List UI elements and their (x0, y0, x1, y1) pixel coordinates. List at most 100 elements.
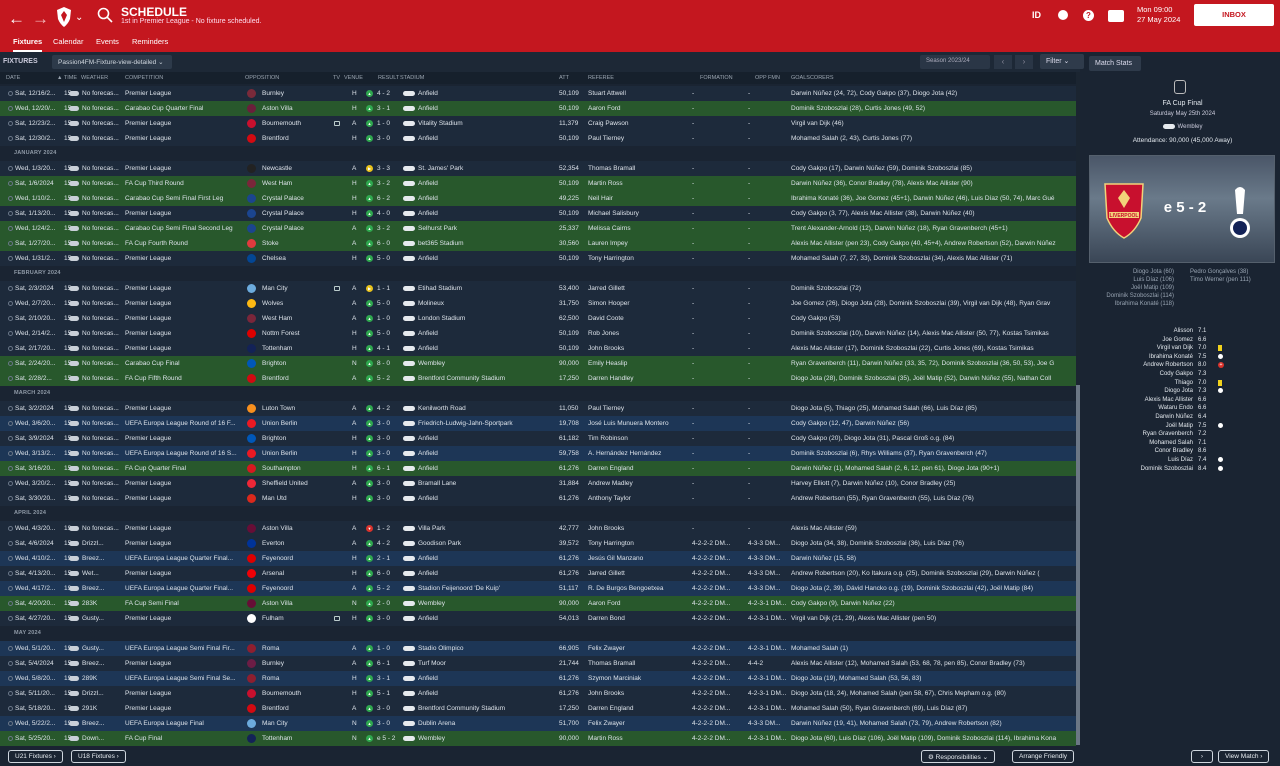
match-stats-button[interactable]: Match Stats (1089, 56, 1141, 71)
row-select-icon[interactable] (8, 406, 13, 411)
row-select-icon[interactable] (8, 346, 13, 351)
row-select-icon[interactable] (8, 541, 13, 546)
table-row[interactable]: Sat, 3/16/20...15:...No forecas...FA Cup… (0, 461, 1076, 476)
tab-calendar[interactable]: Calendar (53, 37, 84, 46)
table-row[interactable]: Sat, 1/13/20...15:...No forecas...Premie… (0, 206, 1076, 221)
row-select-icon[interactable] (8, 571, 13, 576)
help-icon[interactable]: ? (1083, 10, 1094, 21)
tab-events[interactable]: Events (96, 37, 119, 46)
ball-icon[interactable] (1058, 10, 1068, 20)
row-select-icon[interactable] (8, 316, 13, 321)
table-row[interactable]: Wed, 2/14/2...15:...No forecas...Premier… (0, 326, 1076, 341)
row-select-icon[interactable] (8, 601, 13, 606)
col-weather[interactable]: WEATHER (81, 75, 109, 81)
forward-icon[interactable]: → (32, 9, 49, 28)
col-venue[interactable]: VENUE (344, 75, 363, 81)
lineup-player[interactable]: Joël Matip 7.5 (1090, 422, 1275, 432)
table-row[interactable]: Sat, 4/6/202415:...Drizzl...Premier Leag… (0, 536, 1076, 551)
table-row[interactable]: Wed, 2/7/20...15:...No forecas...Premier… (0, 296, 1076, 311)
lineup-player[interactable]: Virgil van Dijk 7.0 (1090, 345, 1275, 354)
view-match-button[interactable]: View Match › (1218, 750, 1270, 763)
row-select-icon[interactable] (8, 256, 13, 261)
row-select-icon[interactable] (8, 436, 13, 441)
lineup-player[interactable]: Wataru Endo 6.6 (1090, 405, 1275, 414)
next-button[interactable]: › (1015, 55, 1033, 69)
table-row[interactable]: Wed, 1/3/20...15:...No forecas...Premier… (0, 161, 1076, 176)
row-select-icon[interactable] (8, 556, 13, 561)
row-select-icon[interactable] (8, 106, 13, 111)
row-select-icon[interactable] (8, 136, 13, 141)
table-row[interactable]: Wed, 12/20/...15:...No forecas...Carabao… (0, 101, 1076, 116)
table-row[interactable]: Sat, 2/24/20...15:...No forecas...Caraba… (0, 356, 1076, 371)
row-select-icon[interactable] (8, 421, 13, 426)
table-row[interactable]: Wed, 3/20/2...15:...No forecas...Premier… (0, 476, 1076, 491)
col-date[interactable]: DATE (6, 75, 21, 81)
row-select-icon[interactable] (8, 736, 13, 741)
col-tv[interactable]: TV (333, 75, 341, 81)
row-select-icon[interactable] (8, 121, 13, 126)
table-row[interactable]: Sat, 12/16/2...15:...No forecas...Premie… (0, 86, 1076, 101)
col-opposition[interactable]: OPPOSITION (245, 75, 280, 81)
table-row[interactable]: Sat, 5/25/20...15:...Down...FA Cup Final… (0, 731, 1076, 746)
arrange-friendly-button[interactable]: Arrange Friendly (1012, 750, 1075, 763)
search-icon[interactable] (97, 7, 113, 23)
row-select-icon[interactable] (8, 691, 13, 696)
table-row[interactable]: Wed, 4/17/2...19:...Breez...UEFA Europa … (0, 581, 1076, 596)
lineup-player[interactable]: Cody Gakpo 7.3 (1090, 371, 1275, 380)
table-row[interactable]: Wed, 5/1/20...19:...Gusty...UEFA Europa … (0, 641, 1076, 656)
chevron-down-icon[interactable]: ⌄ (75, 12, 84, 23)
table-row[interactable]: Sat, 4/27/20...15:...Gusty...Premier Lea… (0, 611, 1076, 626)
u21-fixtures-button[interactable]: U21 Fixtures › (8, 750, 63, 763)
row-select-icon[interactable] (8, 676, 13, 681)
lineup-player[interactable]: Conor Bradley 8.6 (1090, 448, 1275, 457)
row-select-icon[interactable] (8, 646, 13, 651)
tab-fixtures[interactable]: Fixtures (13, 37, 43, 52)
row-select-icon[interactable] (8, 586, 13, 591)
table-row[interactable]: Wed, 1/31/2...15:...No forecas...Premier… (0, 251, 1076, 266)
row-select-icon[interactable] (8, 211, 13, 216)
lineup-player[interactable]: Ibrahima Konaté 7.5 (1090, 353, 1275, 363)
table-row[interactable]: Sat, 3/30/20...15:...No forecas...Premie… (0, 491, 1076, 506)
responsibilities-button[interactable]: ⚙ Responsibilities ⌄ (921, 750, 996, 763)
row-select-icon[interactable] (8, 91, 13, 96)
row-select-icon[interactable] (8, 481, 13, 486)
back-icon[interactable]: ← (8, 9, 25, 28)
table-row[interactable]: Sat, 12/23/2...15:...No forecas...Premie… (0, 116, 1076, 131)
lineup-player[interactable]: Alexis Mac Allister 6.6 (1090, 397, 1275, 406)
table-row[interactable]: Sat, 12/30/2...15:...No forecas...Premie… (0, 131, 1076, 146)
season-selector[interactable]: Season 2023/24 (920, 55, 990, 69)
col-opp-fmn[interactable]: OPP FMN (755, 75, 780, 81)
chevron-right-button[interactable]: › (1191, 750, 1213, 763)
col-result[interactable]: RESULT (378, 75, 400, 81)
row-select-icon[interactable] (8, 361, 13, 366)
lineup-player[interactable]: Ryan Gravenberch 7.2 (1090, 431, 1275, 440)
lineup-player[interactable]: Andrew Robertson 8.0 + (1090, 362, 1275, 371)
lineup-player[interactable]: Darwin Núñez 6.4 (1090, 414, 1275, 423)
row-select-icon[interactable] (8, 196, 13, 201)
table-row[interactable]: Sat, 1/27/20...15:...No forecas...FA Cup… (0, 236, 1076, 251)
view-selector[interactable]: Passion4FM-Fixture-view-detailed ⌄ (52, 55, 172, 69)
col-stadium[interactable]: STADIUM (400, 75, 425, 81)
row-select-icon[interactable] (8, 526, 13, 531)
u18-fixtures-button[interactable]: U18 Fixtures › (71, 750, 126, 763)
row-select-icon[interactable] (8, 226, 13, 231)
row-select-icon[interactable] (8, 661, 13, 666)
table-row[interactable]: Wed, 3/13/2...15:...No forecas...UEFA Eu… (0, 446, 1076, 461)
table-row[interactable]: Sat, 5/11/20...15:...Drizzl...Premier Le… (0, 686, 1076, 701)
lineup-player[interactable]: Joe Gomez 6.6 (1090, 337, 1275, 346)
table-row[interactable]: Sat, 4/13/20...15:...Wet...Premier Leagu… (0, 566, 1076, 581)
lineup-player[interactable]: Diogo Jota 7.3 (1090, 388, 1275, 397)
manager-icon[interactable] (1108, 10, 1124, 22)
table-row[interactable]: Wed, 4/10/2...19:...Breez...UEFA Europa … (0, 551, 1076, 566)
table-row[interactable]: Sat, 2/3/202415:...No forecas...Premier … (0, 281, 1076, 296)
id-button[interactable]: ID (1032, 10, 1041, 20)
col-att[interactable]: ATT (559, 75, 569, 81)
row-select-icon[interactable] (8, 616, 13, 621)
lineup-player[interactable]: Dominik Szoboszlai 8.4 (1090, 465, 1275, 475)
lineup-player[interactable]: Mohamed Salah 7.1 (1090, 440, 1275, 449)
date-time[interactable]: Mon 09:00 27 May 2024 (1137, 5, 1180, 25)
table-row[interactable]: Sat, 2/10/20...15:...No forecas...Premie… (0, 311, 1076, 326)
table-row[interactable]: Wed, 5/22/2...19:...Breez...UEFA Europa … (0, 716, 1076, 731)
